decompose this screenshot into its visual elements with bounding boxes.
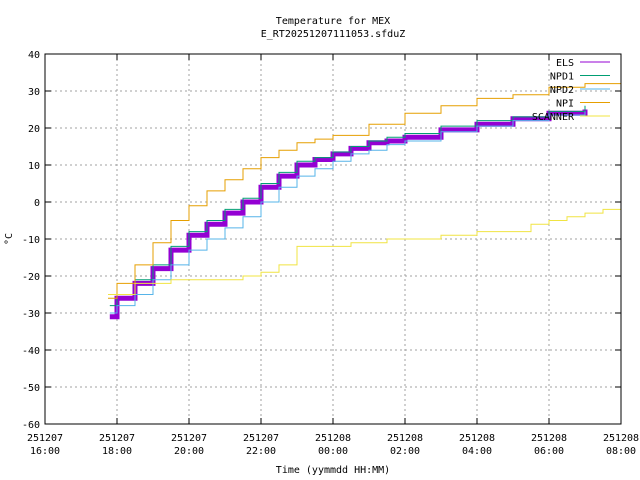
y-axis-label: °C [4, 233, 15, 245]
y-tick-label: -40 [22, 346, 40, 357]
series-line-npd1 [109, 105, 586, 307]
legend-label-scanner: SCANNER [532, 112, 575, 123]
legend-label-npd1: NPD1 [550, 72, 574, 83]
x-tick-label-time: 06:00 [534, 446, 564, 457]
x-tick-label-date: 251208 [603, 433, 639, 444]
x-tick-label-time: 08:00 [606, 446, 636, 457]
legend-label-npd2: NPD2 [550, 85, 574, 96]
legend: ELS NPD1 NPD2 NPI SCANNER [532, 58, 610, 123]
series-line-npd2 [109, 111, 586, 314]
series-line-scanner [108, 208, 621, 295]
plot-border [44, 53, 622, 425]
y-tick-label: -10 [22, 235, 40, 246]
y-tick-label: -20 [22, 272, 40, 283]
y-tick-label: 20 [28, 124, 40, 135]
x-tick-label-time: 18:00 [102, 446, 132, 457]
legend-label-els: ELS [556, 58, 574, 69]
y-axis-ticks: 40 30 20 10 0 -10 -20 -30 -40 -50 -60 [22, 50, 621, 431]
y-tick-label: -60 [22, 420, 40, 431]
x-axis-label: Time (yymmdd HH:MM) [276, 465, 390, 476]
x-tick-label-time: 16:00 [30, 446, 60, 457]
x-tick-label-time: 22:00 [246, 446, 276, 457]
series-line-els [109, 109, 588, 320]
x-tick-label-date: 251208 [531, 433, 567, 444]
chart-subtitle: E_RT20251207111053.sfduZ [261, 29, 406, 40]
x-tick-label-date: 251208 [459, 433, 495, 444]
series-lines [108, 79, 622, 320]
y-tick-label: -30 [22, 309, 40, 320]
x-tick-label-time: 00:00 [318, 446, 348, 457]
y-tick-label: 0 [34, 198, 40, 209]
x-tick-label-date: 251207 [27, 433, 63, 444]
x-axis-ticks: 251207 16:00 251207 18:00 251207 20:00 251207 2… [27, 54, 639, 457]
series-line-npi [108, 79, 622, 299]
x-tick-label-date: 251207 [99, 433, 135, 444]
x-tick-label-date: 251207 [171, 433, 207, 444]
x-tick-label-time: 04:00 [462, 446, 492, 457]
x-tick-label-date: 251208 [315, 433, 351, 444]
y-tick-label: 10 [28, 161, 40, 172]
x-tick-label-date: 251208 [387, 433, 423, 444]
grid [44, 53, 622, 425]
y-tick-label: -50 [22, 383, 40, 394]
y-tick-label: 40 [28, 50, 40, 61]
x-tick-label-date: 251207 [243, 433, 279, 444]
y-tick-label: 30 [28, 87, 40, 98]
legend-label-npi: NPI [556, 99, 574, 110]
x-tick-label-time: 20:00 [174, 446, 204, 457]
chart-title: Temperature for MEX [276, 16, 390, 27]
x-tick-label-time: 02:00 [390, 446, 420, 457]
